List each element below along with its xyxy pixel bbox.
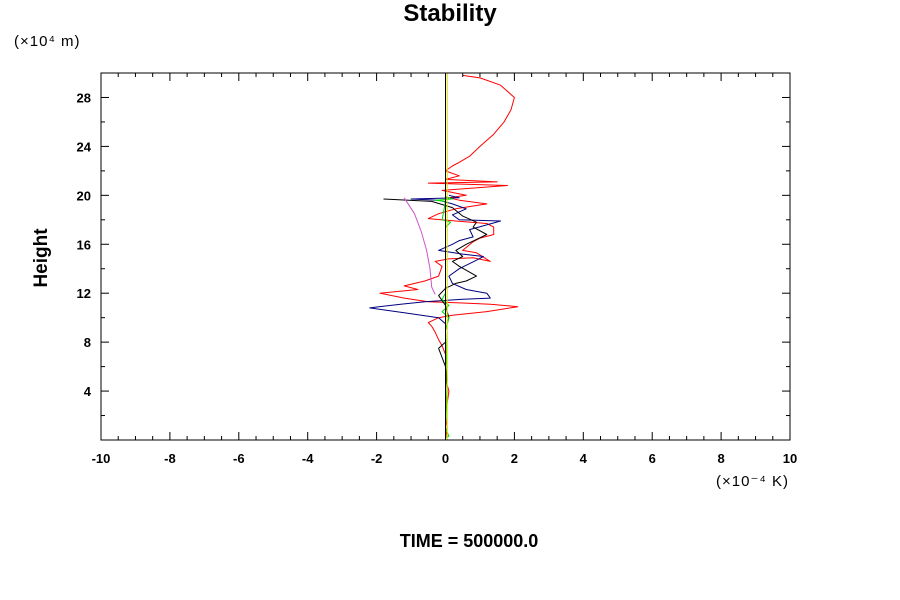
series-line-0 [379,74,519,439]
y-tick-label: 12 [77,286,91,301]
y-tick-label: 24 [77,139,92,154]
y-axis-unit: (×10⁴ m) [14,33,81,50]
y-tick-label: 28 [77,90,91,105]
y-tick-label: 20 [77,188,91,203]
x-tick-label: -10 [92,451,111,466]
x-tick-label: -8 [164,451,176,466]
x-tick-label: -4 [302,451,314,466]
y-tick-label: 4 [84,384,92,399]
x-tick-label: 2 [511,451,518,466]
x-tick-label: 8 [717,451,724,466]
y-tick-label: 16 [77,237,91,252]
x-axis-unit: (×10⁻⁴ K) [716,473,789,490]
time-readout: TIME = 500000.0 [399,531,539,551]
series-line-2 [383,198,488,439]
x-tick-label: 6 [649,451,656,466]
x-tick-label: -2 [371,451,383,466]
series-line-3 [403,197,436,295]
x-tick-label: 4 [580,451,588,466]
x-tick-label: 10 [783,451,797,466]
series-layer [369,73,519,440]
plot-frame [100,72,791,441]
x-tick-label: 0 [442,451,449,466]
chart-title: Stability [403,0,497,27]
x-tick-label: -6 [233,451,245,466]
y-tick-label: 8 [84,335,91,350]
series-line-1 [369,194,502,355]
